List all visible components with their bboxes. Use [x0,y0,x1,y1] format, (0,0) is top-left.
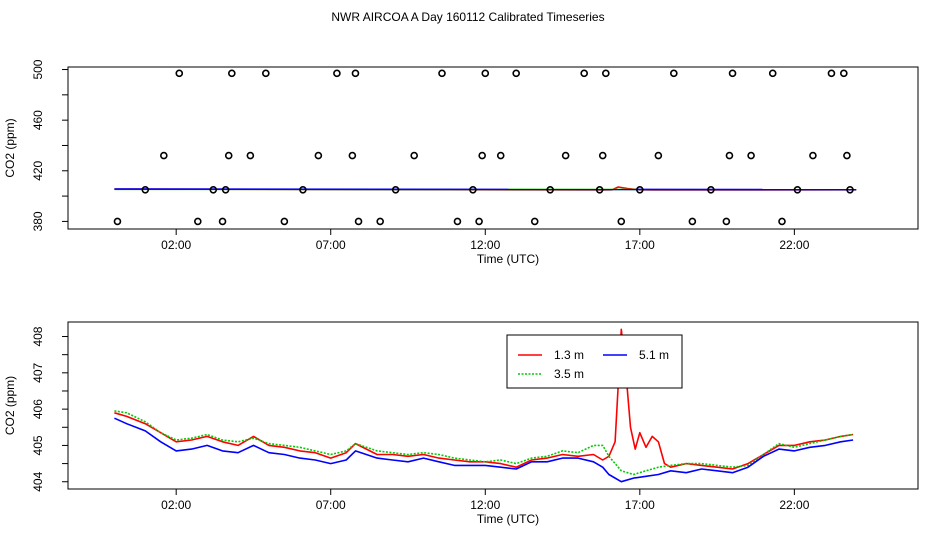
chart-title: NWR AIRCOA A Day 160112 Calibrated Times… [331,10,605,24]
data-point [354,217,363,226]
plot-panel-2 [62,321,919,495]
data-point [840,69,848,78]
data-point [602,69,610,78]
series-line-3-5-m [114,410,854,476]
data-point [580,69,588,78]
data-point [809,151,817,160]
series-line-5-1-m [114,188,857,191]
data-point [228,69,236,78]
data-point [478,151,486,160]
data-point [113,217,122,226]
data-point [688,217,697,226]
data-point [530,217,539,226]
data-point [670,69,678,78]
x-tick-label: 07:00 [316,498,346,512]
x-axis-label: Time (UTC) [477,512,539,526]
x-tick-label: 22:00 [779,498,809,512]
data-point [725,151,734,160]
y-tick-label: 406 [31,399,45,419]
data-point [496,151,505,160]
data-point [391,185,400,194]
y-tick-label: 405 [31,435,45,455]
data-point [314,151,323,160]
data-point [475,217,483,226]
data-point [846,185,854,194]
y-axis-label: CO2 (ppm) [3,376,17,435]
data-point [469,185,477,194]
x-tick-label: 02:00 [161,498,191,512]
y-axis-label: CO2 (ppm) [3,118,17,177]
data-point [598,151,607,160]
x-tick-label: 07:00 [316,238,346,252]
data-point [221,185,230,194]
plot-frame [67,321,919,490]
legend-box [506,334,683,389]
data-point [218,217,227,226]
y-tick-label: 500 [31,59,45,79]
y-tick-label: 380 [31,211,45,231]
data-point [617,217,626,226]
data-point [595,185,604,194]
data-point [512,69,520,78]
data-point [778,217,786,226]
data-point [376,217,384,226]
y-tick-label: 404 [31,471,45,491]
data-point [262,69,270,78]
y-tick-label: 408 [31,326,45,346]
legend-label: 5.1 m [639,348,669,362]
data-point [141,185,150,194]
data-point [194,217,202,226]
data-point [175,69,184,78]
x-tick-label: 12:00 [470,498,500,512]
data-point [348,151,357,160]
y-tick-label: 420 [31,160,45,180]
series-line-5-1-m [114,417,854,483]
series-line-1-3-m [114,328,854,470]
legend-label: 3.5 m [554,367,584,381]
x-tick-label: 02:00 [161,238,191,252]
data-point [280,217,289,226]
data-point [636,185,644,194]
data-point [246,151,255,160]
x-tick-label: 17:00 [625,498,655,512]
data-point [209,185,218,194]
x-axis-label: Time (UTC) [477,252,539,266]
data-point [160,151,168,160]
x-tick-label: 22:00 [779,238,809,252]
data-point [793,185,802,194]
data-point [438,69,446,78]
data-point [728,69,737,78]
data-point [481,69,490,78]
data-point [410,151,418,160]
plot-frame [67,66,919,230]
data-point [843,151,851,160]
legend-label: 1.3 m [554,348,584,362]
legend [506,334,683,389]
data-point [224,151,233,160]
data-point [351,69,360,78]
data-point [299,185,307,194]
data-point [827,69,836,78]
data-point [453,217,462,226]
x-tick-label: 17:00 [625,238,655,252]
data-point [333,69,341,78]
data-point [707,185,715,194]
x-tick-label: 12:00 [470,238,500,252]
plot-panel-1 [62,66,919,235]
data-point [722,217,731,226]
data-point [546,185,554,194]
y-tick-label: 407 [31,362,45,382]
data-point [768,69,777,78]
data-point [747,151,755,160]
data-point [654,151,663,160]
y-tick-label: 460 [31,110,45,130]
data-point [561,151,570,160]
